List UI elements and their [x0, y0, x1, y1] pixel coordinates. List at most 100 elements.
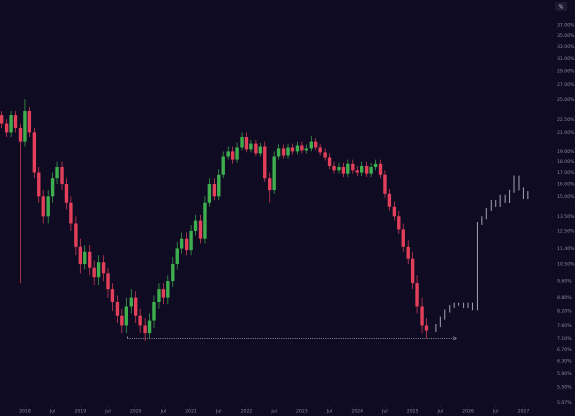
candle-body: [300, 145, 304, 151]
y-tick-label: 12.50%: [557, 228, 575, 234]
candle-body: [193, 220, 198, 231]
x-tick-label: 2022: [241, 409, 253, 415]
candle-body: [221, 156, 225, 175]
candle-body: [401, 229, 405, 247]
candle-body: [420, 306, 424, 326]
candle-body: [254, 143, 258, 154]
y-tick-label: 6.70%: [557, 347, 572, 353]
candle-body: [157, 289, 161, 302]
candle-body: [18, 127, 23, 142]
candle-body: [332, 165, 336, 171]
candle-body: [74, 223, 78, 247]
candle-body: [124, 306, 128, 326]
y-tick-label: 15.00%: [557, 194, 575, 200]
scale-mode-label[interactable]: %: [559, 4, 564, 10]
candle-body: [13, 115, 18, 128]
candle-body: [314, 141, 318, 148]
candle-body: [32, 132, 37, 173]
y-tick-label: 8.20%: [557, 309, 572, 315]
projection-candle: [449, 304, 451, 313]
candle-body: [268, 178, 272, 191]
candle-body: [46, 196, 50, 217]
projection-candle: [527, 191, 529, 200]
candle-body: [276, 148, 281, 157]
candle-body: [272, 156, 276, 191]
candle-body: [96, 262, 101, 278]
candle-body: [415, 283, 419, 307]
candle-body: [304, 148, 308, 151]
candle-body: [281, 148, 286, 156]
candle-body: [258, 146, 263, 154]
projection-candle: [518, 175, 520, 191]
y-tick-label: 11.40%: [557, 246, 575, 252]
candle-body: [50, 178, 55, 197]
candle-body: [286, 147, 290, 156]
x-tick-label: Jul: [49, 409, 56, 415]
candle-body: [346, 163, 350, 174]
candle-body: [129, 297, 133, 307]
y-tick-label: 29.00%: [557, 69, 575, 75]
candle-body: [23, 111, 27, 142]
candle-body: [41, 196, 45, 217]
candle-body: [198, 220, 203, 239]
candle-body: [171, 264, 175, 282]
candle-body: [147, 320, 152, 334]
projection-candle: [485, 207, 487, 220]
projection-candle: [495, 199, 497, 207]
candle-body: [235, 147, 239, 160]
projection-candle: [509, 189, 511, 203]
y-tick-label: 22.50%: [557, 117, 575, 123]
candle-body: [88, 251, 92, 268]
candle-body: [83, 251, 87, 265]
candle-body: [55, 167, 59, 179]
y-tick-label: 10.50%: [557, 262, 575, 268]
projection-candle: [453, 302, 455, 308]
scale-mode-button[interactable]: [555, 2, 567, 11]
x-tick-label: 2027: [518, 409, 530, 415]
y-tick-label: 21.00%: [557, 130, 575, 136]
candle-body: [175, 248, 179, 265]
projection-candle: [467, 302, 469, 308]
candle-body: [359, 165, 364, 173]
candle-body: [207, 184, 212, 203]
y-tick-label: 35.00%: [557, 33, 575, 39]
candle-body: [392, 206, 397, 217]
y-tick-label: 16.00%: [557, 182, 575, 188]
candle-body: [37, 172, 41, 197]
candle-body: [341, 167, 346, 174]
projection-candle: [463, 302, 465, 308]
candle-body: [240, 136, 244, 148]
candle-body: [120, 315, 124, 326]
candle-body: [115, 301, 120, 316]
projection-candle: [444, 309, 446, 320]
candle-body: [244, 136, 249, 150]
candle-body: [364, 165, 369, 174]
x-tick-label: 2018: [19, 409, 31, 415]
y-tick-label: 13.50%: [557, 214, 575, 220]
projection-candle: [481, 216, 483, 225]
candle-body: [92, 267, 96, 278]
y-tick-label: 25.00%: [557, 97, 575, 103]
projection-candle: [499, 194, 501, 207]
candle-body: [323, 152, 327, 158]
x-tick-label: Jul: [381, 409, 388, 415]
x-tick-label: 2025: [407, 409, 419, 415]
x-tick-label: 2020: [130, 409, 142, 415]
projection-candle: [471, 302, 473, 311]
candle-body: [9, 115, 13, 133]
y-tick-label: 27.00%: [557, 82, 575, 88]
projection-candle: [476, 221, 478, 311]
candle-body: [0, 115, 4, 124]
y-tick-label: 5.50%: [557, 384, 572, 390]
candle-body: [230, 151, 235, 160]
x-tick-label: Jul: [492, 409, 499, 415]
candle-body: [143, 325, 147, 334]
candle-body: [4, 123, 9, 133]
y-tick-label: 17.00%: [557, 170, 575, 176]
candle-body: [166, 281, 170, 298]
candle-body: [106, 273, 110, 290]
projection-candle: [522, 187, 524, 200]
candle-body: [424, 325, 429, 331]
